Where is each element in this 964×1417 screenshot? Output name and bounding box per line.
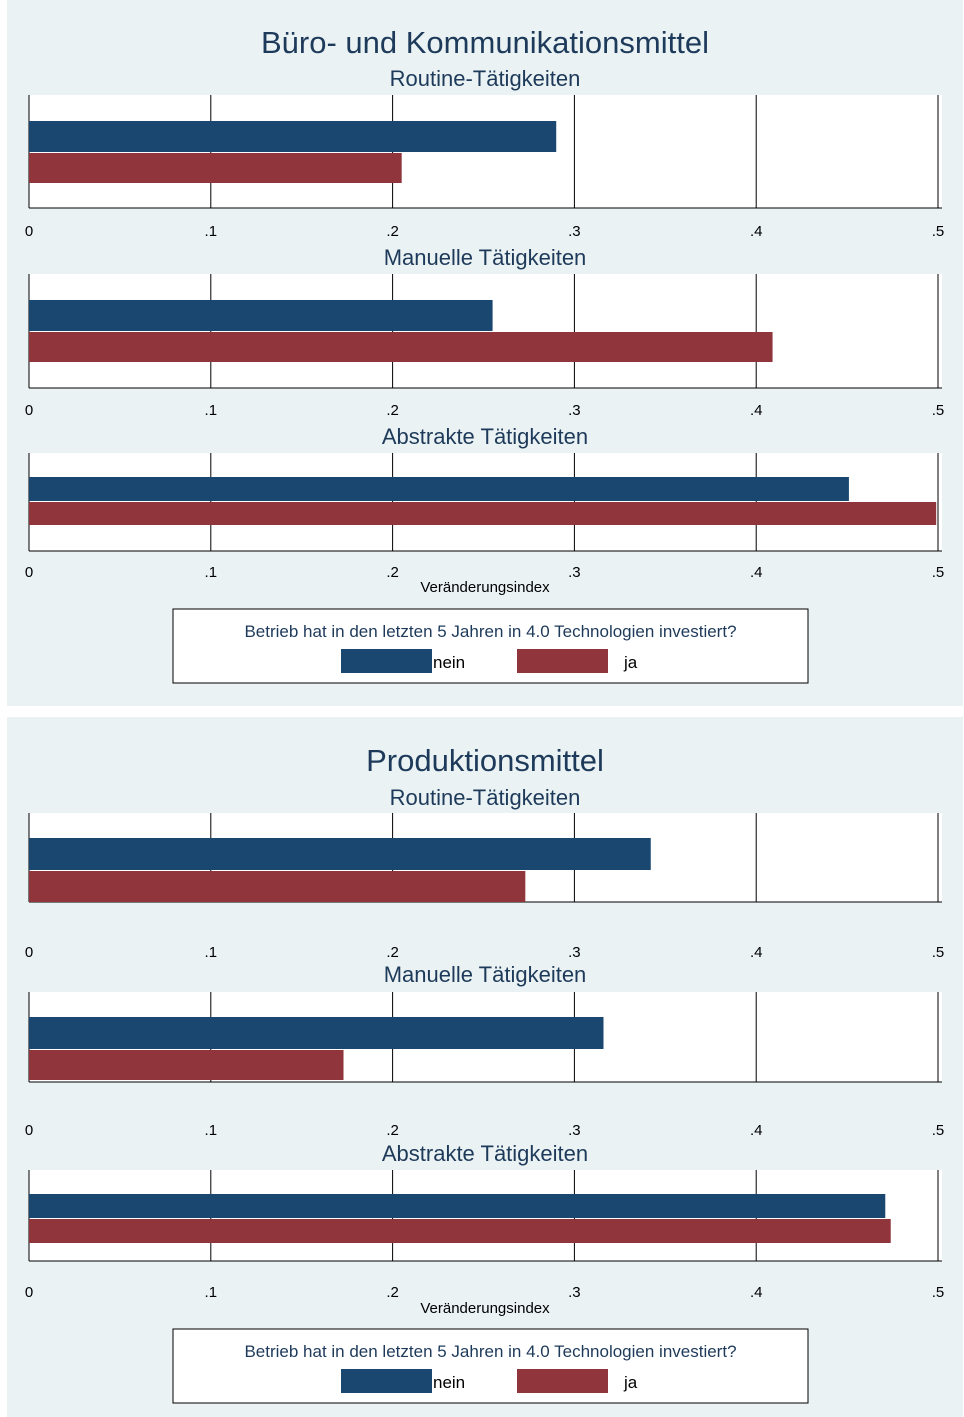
x-tick-label: .5 [932,223,945,240]
bar-ja [29,1050,344,1080]
bar-ja [29,153,402,183]
x-tick-label: .1 [205,1122,218,1139]
x-tick-label: .5 [932,1284,945,1301]
legend-swatch-nein [341,1369,432,1393]
bar-ja [29,332,773,362]
x-tick-label: .3 [568,944,581,961]
x-tick-label: .3 [568,1122,581,1139]
x-axis-label: Veränderungsindex [420,1300,550,1317]
x-tick-label: .2 [386,1122,399,1139]
panel-subtitle: Abstrakte Tätigkeiten [382,1141,588,1166]
panel-subtitle: Routine-Tätigkeiten [390,785,581,810]
legend-title: Betrieb hat in den letzten 5 Jahren in 4… [244,622,736,641]
x-tick-label: .5 [932,944,945,961]
x-tick-label: .3 [568,402,581,419]
x-tick-label: .4 [750,944,763,961]
legend-label-nein: nein [433,653,465,672]
bar-nein [29,1194,886,1218]
legend-swatch-nein [341,649,432,673]
x-tick-label: 0 [25,402,33,419]
legend-label-ja: ja [623,1373,638,1392]
x-tick-label: 0 [25,1284,33,1301]
x-tick-label: .3 [568,1284,581,1301]
x-tick-label: .1 [205,1284,218,1301]
x-tick-label: .2 [386,564,399,581]
x-tick-label: .4 [750,564,763,581]
x-tick-label: .2 [386,1284,399,1301]
legend-label-nein: nein [433,1373,465,1392]
x-tick-label: 0 [25,223,33,240]
x-tick-label: 0 [25,564,33,581]
panel-subtitle: Manuelle Tätigkeiten [384,245,587,270]
x-tick-label: .1 [205,402,218,419]
x-tick-label: .2 [386,402,399,419]
x-tick-label: .2 [386,223,399,240]
legend-label-ja: ja [623,653,638,672]
x-tick-label: .3 [568,223,581,240]
x-tick-label: .4 [750,1284,763,1301]
x-tick-label: .2 [386,944,399,961]
bar-nein [29,838,651,870]
bar-nein [29,300,493,331]
chart-svg: Büro- und Kommunikationsmittel Routine-Tä… [25,25,945,684]
x-tick-label: .1 [205,564,218,581]
x-tick-label: .5 [932,564,945,581]
x-tick-label: .1 [205,223,218,240]
x-axis-label: Veränderungsindex [420,579,550,596]
legend-swatch-ja [517,1369,608,1393]
bar-nein [29,1017,604,1049]
x-tick-label: .5 [932,402,945,419]
bar-nein [29,477,849,501]
x-tick-label: .4 [750,223,763,240]
legend-box [172,608,809,684]
chart-title: Büro- und Kommunikationsmittel [261,25,709,60]
legend-title: Betrieb hat in den letzten 5 Jahren in 4… [244,1342,736,1361]
bar-ja [29,871,526,902]
panel-subtitle: Routine-Tätigkeiten [390,66,581,91]
x-tick-label: 0 [25,1122,33,1139]
legend-swatch-ja [517,649,608,673]
panel-subtitle: Abstrakte Tätigkeiten [382,424,588,449]
figure-buero-kommunikationsmittel: Büro- und Kommunikationsmittel Routine-Tä… [7,0,963,706]
x-tick-label: .4 [750,402,763,419]
x-tick-label: .5 [932,1122,945,1139]
figure-produktionsmittel: Produktionsmittel Routine-Tätigkeiten 0 .1.… [7,717,963,1417]
x-tick-label: .4 [750,1122,763,1139]
bar-ja [29,502,937,525]
chart-svg: Produktionsmittel Routine-Tätigkeiten 0 .1.… [25,743,945,1404]
legend-box [172,1328,809,1404]
bar-ja [29,1219,891,1243]
chart-title: Produktionsmittel [366,743,604,778]
bar-nein [29,121,557,152]
x-tick-label: 0 [25,944,33,961]
panel-subtitle: Manuelle Tätigkeiten [384,962,587,987]
x-tick-label: .3 [568,564,581,581]
x-tick-label: .1 [205,944,218,961]
